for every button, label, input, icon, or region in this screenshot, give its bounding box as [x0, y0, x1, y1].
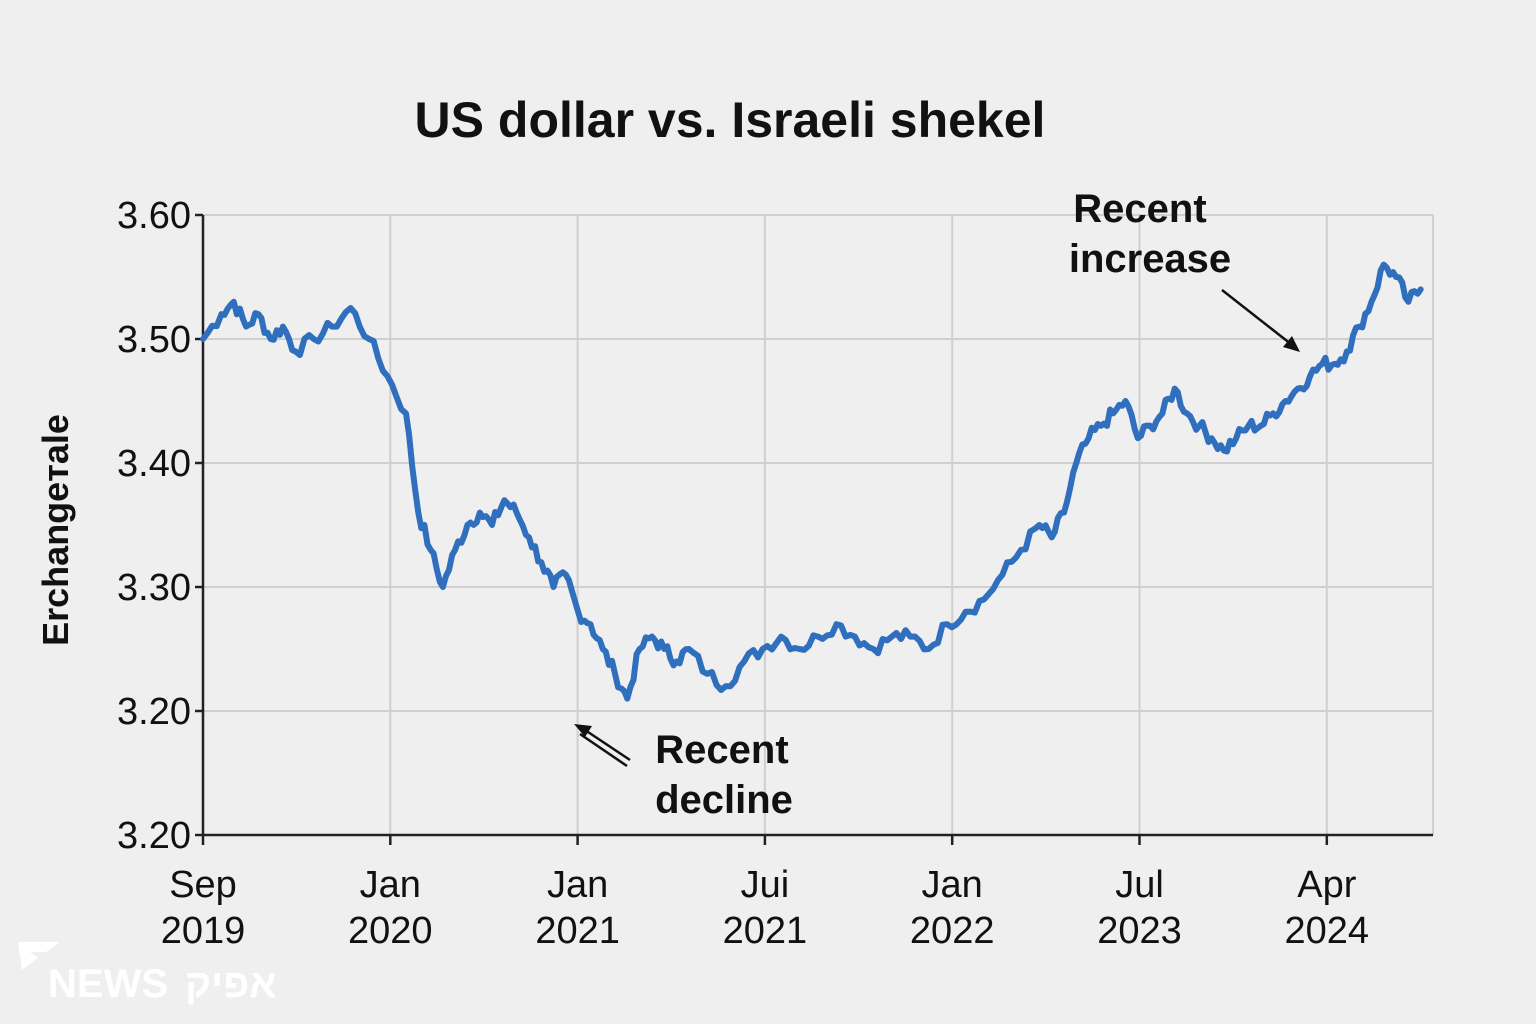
decline-arrow-line-1 — [581, 726, 631, 762]
x-tick-label-month: Jan — [547, 864, 608, 906]
watermark-news-text: NEWS — [48, 962, 168, 1006]
annotation-recent-increase: Recent increase — [1069, 187, 1300, 352]
annotation-increase-line2: increase — [1069, 237, 1231, 281]
x-tick-label-month: Jul — [1115, 864, 1164, 906]
annotation-decline-line2: decline — [655, 778, 793, 822]
increase-arrow-head — [1283, 336, 1300, 352]
gridlines — [203, 214, 1434, 835]
series-line-usd-ils — [200, 261, 1424, 702]
y-tick-labels: 3.60 3.50 3.40 3.30 3.20 3.20 — [117, 195, 203, 857]
x-tick-label-year: 2019 — [161, 910, 246, 952]
decline-arrow-head — [574, 724, 592, 737]
y-tick-label: 3.50 — [117, 319, 191, 361]
watermark-hebrew-text: אפיק — [185, 962, 277, 1006]
x-tick-label-year: 2024 — [1285, 910, 1370, 952]
increase-arrow-line — [1221, 289, 1297, 349]
y-tick-label: 3.20 — [117, 691, 191, 733]
annotation-increase-line1: Recent — [1073, 187, 1206, 231]
y-axis-label: Erchangeтale — [35, 414, 76, 646]
annotation-recent-decline: Recent decline — [574, 724, 793, 822]
watermark-logo-icon — [18, 942, 60, 970]
x-tick-label-year: 2020 — [348, 910, 433, 952]
y-tick-label: 3.20 — [117, 815, 191, 857]
x-tick-label-month: Jan — [360, 864, 421, 906]
x-tick-label-year: 2022 — [910, 910, 995, 952]
chart-title: US dollar vs. Israeli shekel — [415, 92, 1046, 148]
x-tick-labels: Sep2019Jan2020Jan2021Jui2021Jan2022Jul20… — [161, 835, 1369, 952]
x-tick-label-year: 2023 — [1097, 910, 1182, 952]
x-tick-label-month: Sep — [169, 864, 237, 906]
x-tick-label-month: Jui — [741, 864, 790, 906]
x-tick-label-year: 2021 — [723, 910, 808, 952]
decline-arrow-line-2 — [579, 732, 628, 768]
news-watermark: NEWS אפיק — [18, 942, 277, 1006]
x-tick-label-year: 2021 — [535, 910, 620, 952]
y-tick-label: 3.40 — [117, 443, 191, 485]
series-layer — [200, 261, 1424, 702]
annotation-decline-line1: Recent — [655, 728, 788, 772]
x-tick-label-month: Jan — [922, 864, 983, 906]
x-tick-label-month: Apr — [1297, 864, 1356, 906]
y-tick-label: 3.30 — [117, 567, 191, 609]
y-tick-label: 3.60 — [117, 195, 191, 237]
